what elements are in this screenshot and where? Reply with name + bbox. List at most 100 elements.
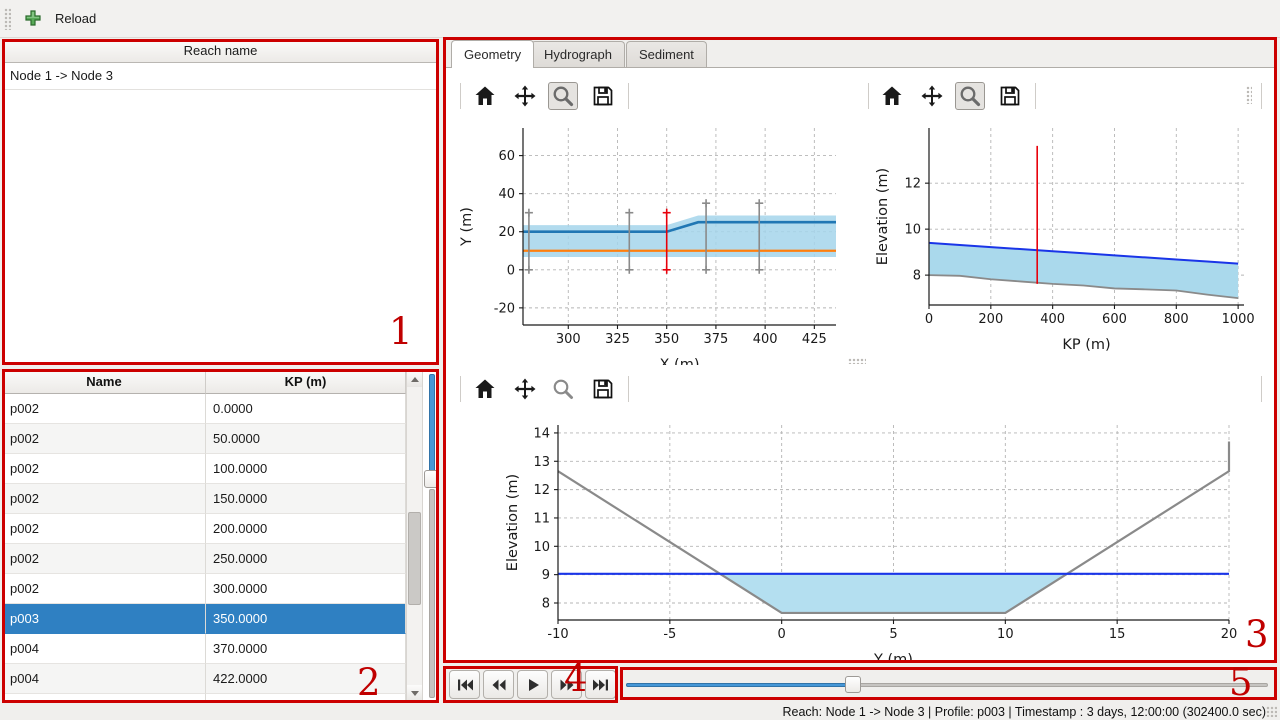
toolbar-separator [1261, 376, 1262, 402]
table-row[interactable]: p002 250.0000 [3, 544, 438, 574]
pan-icon [514, 378, 536, 400]
time-slider-handle[interactable] [845, 676, 862, 693]
toolbar-drag-handle[interactable] [4, 8, 11, 30]
add-icon [25, 10, 41, 26]
zoom-icon [960, 86, 981, 107]
tab-content-border [444, 67, 1276, 68]
svg-text:KP (m): KP (m) [1062, 337, 1110, 353]
home-button[interactable] [877, 82, 907, 110]
cross-section-chart[interactable]: -10 -5 0 5 10 15 20 8 9 10 11 12 13 14 Y (m) Elevation … [455, 412, 1272, 662]
zoom-button[interactable] [548, 82, 578, 110]
vslider-filled-track [429, 374, 435, 473]
tab-hydrograph[interactable]: Hydrograph [531, 41, 625, 67]
toolbar-separator [1035, 83, 1036, 109]
resize-grip[interactable] [1266, 706, 1277, 717]
tab-sediment[interactable]: Sediment [626, 41, 707, 67]
svg-text:-10: -10 [547, 627, 568, 642]
table-vertical-slider[interactable] [424, 372, 439, 702]
svg-text:Elevation (m): Elevation (m) [875, 168, 891, 265]
svg-text:8: 8 [542, 596, 550, 611]
toolbar-extension-handle[interactable] [1246, 86, 1252, 104]
longitudinal-profile-chart[interactable]: 0 200 400 600 800 1000 8 10 12 KP (m) Elevation (m… [865, 120, 1262, 365]
save-icon [1000, 86, 1020, 106]
table-header-row: Name KP (m) [3, 370, 438, 394]
svg-text:0: 0 [925, 312, 933, 327]
svg-text:15: 15 [1109, 627, 1126, 642]
home-button[interactable] [470, 375, 500, 403]
step-back-button[interactable] [483, 670, 514, 699]
skip-end-icon [592, 679, 608, 690]
home-button[interactable] [470, 82, 500, 110]
vslider-track [429, 488, 435, 698]
svg-text:200: 200 [978, 312, 1003, 327]
status-text: Reach: Node 1 -> Node 3 | Profile: p003 … [782, 705, 1266, 719]
table-row[interactable]: p002 300.0000 [3, 574, 438, 604]
svg-text:20: 20 [1221, 627, 1238, 642]
table-row[interactable]: p002 150.0000 [3, 484, 438, 514]
zoom-button[interactable] [548, 375, 578, 403]
svg-text:12: 12 [533, 483, 550, 498]
table-row[interactable]: p002 100.0000 [3, 454, 438, 484]
svg-text:40: 40 [498, 187, 515, 202]
skip-end-button[interactable] [585, 670, 616, 699]
table-row[interactable]: p002 0.0000 [3, 394, 438, 424]
scrollbar-thumb[interactable] [408, 512, 421, 605]
svg-text:5: 5 [889, 627, 897, 642]
arrow-down-icon [410, 690, 419, 696]
svg-text:300: 300 [556, 332, 581, 347]
table-row-partial [3, 694, 438, 702]
pan-button[interactable] [510, 82, 540, 110]
status-bar: Reach: Node 1 -> Node 3 | Profile: p003 … [0, 703, 1280, 720]
svg-text:425: 425 [802, 332, 827, 347]
home-icon [882, 86, 902, 105]
plan-view-chart[interactable]: 300 325 350 375 400 425 -20 0 20 40 60 X (m) Y (m) [455, 120, 860, 365]
svg-text:Y (m): Y (m) [873, 652, 913, 662]
reach-list-item[interactable]: Node 1 -> Node 3 [3, 63, 438, 90]
play-button[interactable] [517, 670, 548, 699]
pan-button[interactable] [510, 375, 540, 403]
svg-text:1000: 1000 [1222, 312, 1255, 327]
zoom-button[interactable] [955, 82, 985, 110]
reload-button[interactable] [24, 9, 42, 27]
vslider-handle[interactable] [424, 469, 439, 488]
splitter-handle[interactable] [848, 358, 866, 364]
table-row[interactable]: p002 50.0000 [3, 424, 438, 454]
pan-button[interactable] [917, 82, 947, 110]
zoom-icon [553, 86, 574, 107]
arrow-up-icon [410, 376, 419, 382]
save-button[interactable] [995, 82, 1025, 110]
table-row[interactable]: p004 422.0000 [3, 664, 438, 694]
svg-text:-5: -5 [663, 627, 676, 642]
table-row[interactable]: p002 200.0000 [3, 514, 438, 544]
svg-text:10: 10 [904, 223, 921, 238]
reload-label[interactable]: Reload [55, 11, 97, 26]
svg-text:14: 14 [533, 426, 550, 441]
table-row-selected[interactable]: p003 350.0000 [3, 604, 438, 634]
save-button[interactable] [588, 375, 618, 403]
table-scrollbar[interactable] [406, 370, 423, 702]
scroll-up-button[interactable] [407, 371, 422, 387]
table-row[interactable]: p004 370.0000 [3, 634, 438, 664]
column-header-name[interactable]: Name [3, 370, 206, 394]
svg-text:9: 9 [542, 568, 550, 583]
tab-geometry[interactable]: Geometry [451, 40, 535, 68]
save-button[interactable] [588, 82, 618, 110]
step-back-icon [492, 679, 505, 690]
svg-text:600: 600 [1102, 312, 1127, 327]
home-icon [475, 86, 495, 105]
skip-start-button[interactable] [449, 670, 480, 699]
svg-text:0: 0 [778, 627, 786, 642]
svg-text:375: 375 [704, 332, 729, 347]
svg-text:Y (m): Y (m) [459, 207, 475, 247]
svg-text:325: 325 [605, 332, 630, 347]
toolbar-separator [460, 376, 461, 402]
step-forward-button[interactable] [551, 670, 582, 699]
svg-text:0: 0 [507, 263, 515, 278]
zoom-icon [553, 379, 573, 399]
column-header-kp[interactable]: KP (m) [206, 370, 406, 394]
pan-icon [514, 85, 536, 107]
scroll-down-button[interactable] [407, 685, 422, 701]
svg-text:13: 13 [533, 455, 550, 470]
toolbar-separator [1261, 83, 1262, 109]
svg-text:800: 800 [1164, 312, 1189, 327]
